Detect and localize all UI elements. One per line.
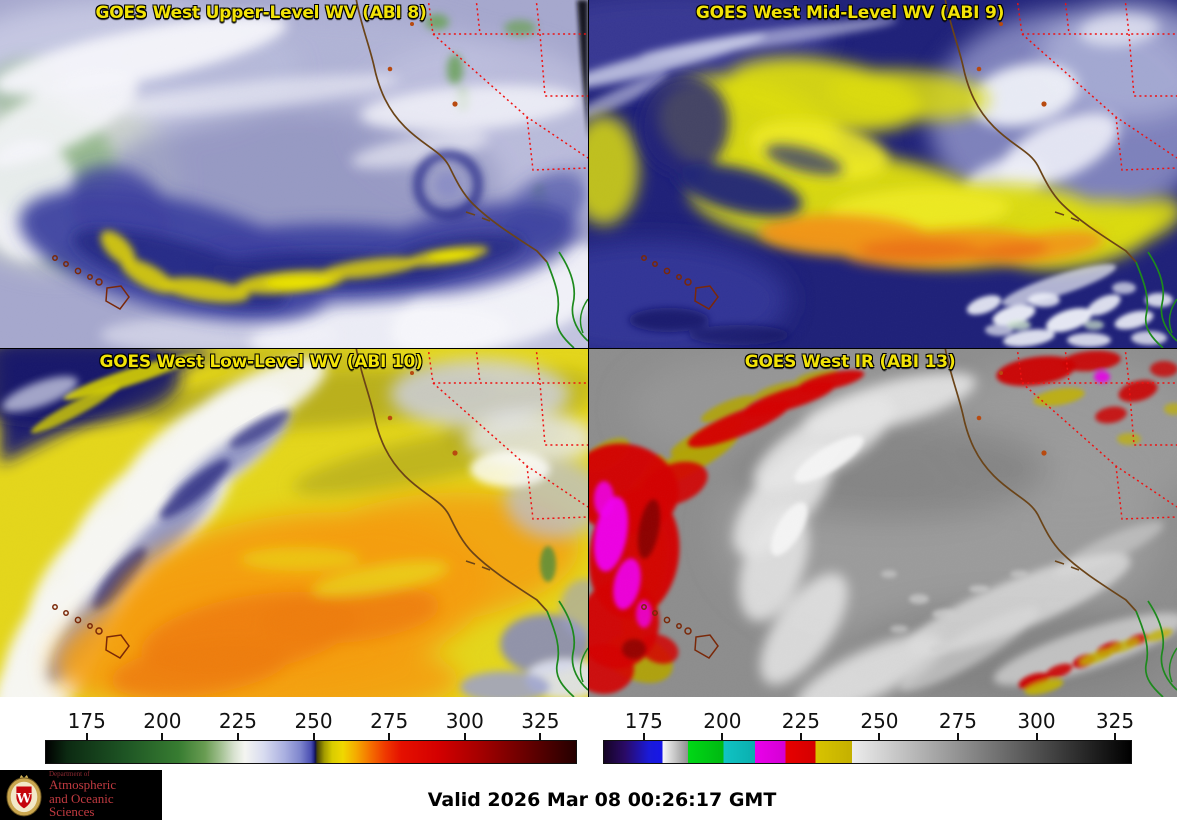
colorbar-tick [312,733,315,740]
wv-colorbar-gradient [45,740,577,764]
colorbar-tick-label: 300 [445,709,484,733]
wv-colorbar-labels: 175 200 225 250 275 300 325 [45,704,577,733]
aos-logo: W Department of Atmospheric and Oceanic … [0,770,162,820]
valid-time-label: Valid 2026 Mar 08 00:26:17 GMT [427,789,777,811]
colorbar-tick-label: 325 [1095,709,1135,733]
colorbar-tick-label: 300 [1017,709,1056,733]
colorbar-tick-label: 200 [703,709,742,733]
ir-colorbar: 175 200 225 250 275 300 325 [603,704,1135,764]
ir-colorbar-labels: 175 200 225 250 275 300 325 [603,704,1135,733]
colorbar-tick [236,733,239,740]
colorbar-tick [85,733,88,740]
colorbar-tick [1035,733,1038,740]
logo-dept-line: Department of [49,769,90,778]
ir-colorbar-ticks [603,733,1132,740]
logo-atmospheric-line: Atmospheric [49,777,117,793]
colorbar-tick-label: 325 [521,709,560,733]
colorbar-tick-label: 250 [294,709,333,733]
crest-letter: W [16,792,33,807]
panel-upper-level-wv: GOES West Upper-Level WV (ABI 8) [0,0,588,348]
colorbar-tick-label: 275 [938,709,978,733]
image-grain [589,349,1177,697]
ir-colorbar-gradient [603,740,1132,764]
panel-low-level-wv: GOES West Low-Level WV (ABI 10) [0,349,588,697]
colorbar-tick [956,733,959,740]
footer: 175 200 225 250 275 300 325 175 200 225 250 275 300… [0,697,1177,820]
mid-level-wv-image [589,0,1177,348]
panel-title-abi13: GOES West IR (ABI 13) [744,352,956,372]
colorbar-tick-label: 225 [781,709,820,733]
panel-title-abi9: GOES West Mid-Level WV (ABI 9) [695,3,1005,23]
panel-ir: GOES West IR (ABI 13) [589,349,1177,697]
wv-colorbar: 175 200 225 250 275 300 325 [45,704,577,764]
low-level-wv-image [0,349,588,697]
panel-title-abi10: GOES West Low-Level WV (ABI 10) [99,352,423,372]
panel-mid-level-wv: GOES West Mid-Level WV (ABI 9) [589,0,1177,348]
colorbar-tick-label: 275 [370,709,409,733]
logo-text: Department of Atmospheric and Oceanic Sc… [49,769,162,820]
wv-colorbar-ticks [45,733,577,740]
panel-title-abi8: GOES West Upper-Level WV (ABI 8) [95,3,427,23]
colorbar-tick [1114,733,1117,740]
upper-level-wv-image [0,0,588,348]
panel-grid: GOES West Upper-Level WV (ABI 8) [0,0,1177,697]
colorbar-tick-label: 200 [143,709,182,733]
logo-oceanic-line: and Oceanic Sciences [49,790,114,820]
colorbar-tick [721,733,724,740]
colorbar-tick [388,733,391,740]
colorbar-tick-label: 250 [860,709,899,733]
colorbar-tick-label: 175 [67,709,106,733]
ir-image [589,349,1177,697]
colorbar-tick-label: 225 [218,709,258,733]
colorbar-tick [799,733,802,740]
colorbar-tick-label: 175 [624,709,663,733]
colorbar-tick [161,733,164,740]
colorbar-tick [642,733,645,740]
image-grain [589,0,1177,348]
image-grain [0,349,588,697]
colorbar-tick [463,733,466,740]
image-grain [0,0,588,348]
colorbar-tick [539,733,542,740]
colorbar-tick [878,733,881,740]
uw-crest-icon: W [6,775,42,817]
